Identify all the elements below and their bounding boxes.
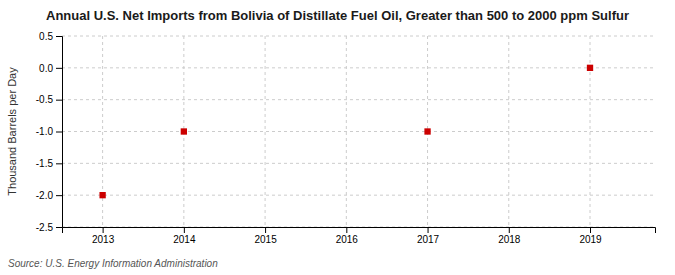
x-axis-tick: 2014 [173, 227, 196, 245]
y-axis-line [56, 37, 63, 228]
point [99, 192, 105, 198]
y-axis-tick-mark [56, 36, 62, 37]
x-axis-tick-label: 2015 [254, 234, 277, 245]
x-axis-tick-label: 2013 [92, 234, 115, 245]
x-axis-tick: 2018 [498, 227, 521, 245]
grid [62, 36, 655, 227]
chart: 2013 2014 2015 2016 2017 2018 2019 0.5 0.0 -0.5 -1… [0, 0, 675, 275]
x-axis-tick: 2017 [417, 227, 440, 245]
points [99, 65, 593, 199]
x-axis-tick-label: 2014 [173, 234, 196, 245]
x-axis-tick-label: 2017 [417, 234, 440, 245]
x-axis-tick-mark [265, 227, 266, 233]
point [587, 65, 593, 71]
point [181, 128, 187, 134]
x-axis-tick-mark [590, 227, 591, 233]
y-axis-tick-mark [56, 163, 62, 164]
x-axis: 2013 2014 2015 2016 2017 2018 2019 [63, 227, 656, 245]
x-axis-tick: 2019 [579, 227, 602, 245]
grid-line-x [346, 36, 347, 227]
y-axis-tick-mark [56, 195, 62, 196]
y-axis-tick-label: -1.0 [36, 126, 54, 137]
source: Source: U.S. Energy Information Administ… [8, 258, 218, 269]
y-axis-tick-mark [56, 227, 62, 228]
y-axis-tick: 0.5 [39, 31, 62, 42]
y-axis-tick: -2.5 [36, 222, 62, 233]
x-axis-tick-label: 2016 [336, 234, 359, 245]
plot-area: 2013 2014 2015 2016 2017 2018 2019 0.5 0.0 -0.5 -1… [36, 31, 656, 245]
y-axis: 0.5 0.0 -0.5 -1.0 -1.5 -2.0 -2.5 [36, 31, 63, 233]
x-axis-tick: 2016 [336, 227, 359, 245]
x-axis-tick: 2015 [254, 227, 277, 245]
y-axis-tick: -1.0 [36, 126, 62, 137]
grid-line-x [590, 36, 591, 227]
y-axis-title: Thousand Barrels per Day [6, 67, 18, 196]
x-axis-tick: 2013 [92, 227, 115, 245]
y-axis-tick-label: -2.0 [36, 190, 54, 201]
x-axis-tick-mark [184, 227, 185, 233]
y-axis-tick: -1.5 [36, 158, 62, 169]
y-axis-tick: -2.0 [36, 190, 62, 201]
y-axis-tick-label: 0.5 [39, 31, 53, 42]
y-axis-tick: -0.5 [36, 94, 62, 105]
point [424, 128, 430, 134]
grid-line-x [102, 36, 103, 227]
x-axis-tick-label: 2019 [579, 234, 602, 245]
y-axis-tick-mark [56, 68, 62, 69]
x-axis-line [63, 228, 656, 234]
y-axis-tick: 0.0 [39, 63, 62, 74]
grid-line-x [508, 36, 509, 227]
y-axis-tick-label: 0.0 [39, 63, 53, 74]
y-axis-tick-mark [56, 100, 62, 101]
x-axis-tick-label: 2018 [498, 234, 521, 245]
x-axis-tick-mark [509, 227, 510, 233]
grid-line-x [265, 36, 266, 227]
grid-line-y [62, 131, 655, 132]
y-axis-tick-label: -0.5 [36, 94, 54, 105]
x-axis-tick-mark [346, 227, 347, 233]
x-axis-tick-mark [428, 227, 429, 233]
grid-line-y [62, 195, 655, 196]
y-axis-tick-mark [56, 132, 62, 133]
grid-line-y [62, 99, 655, 100]
x-axis-tick-mark [103, 227, 104, 233]
grid-line-y [62, 67, 655, 68]
title: Annual U.S. Net Imports from Bolivia of … [46, 8, 629, 23]
grid-line-y [62, 163, 655, 164]
y-axis-tick-label: -2.5 [36, 222, 54, 233]
grid-line-y [62, 36, 655, 37]
y-axis-tick-label: -1.5 [36, 158, 54, 169]
